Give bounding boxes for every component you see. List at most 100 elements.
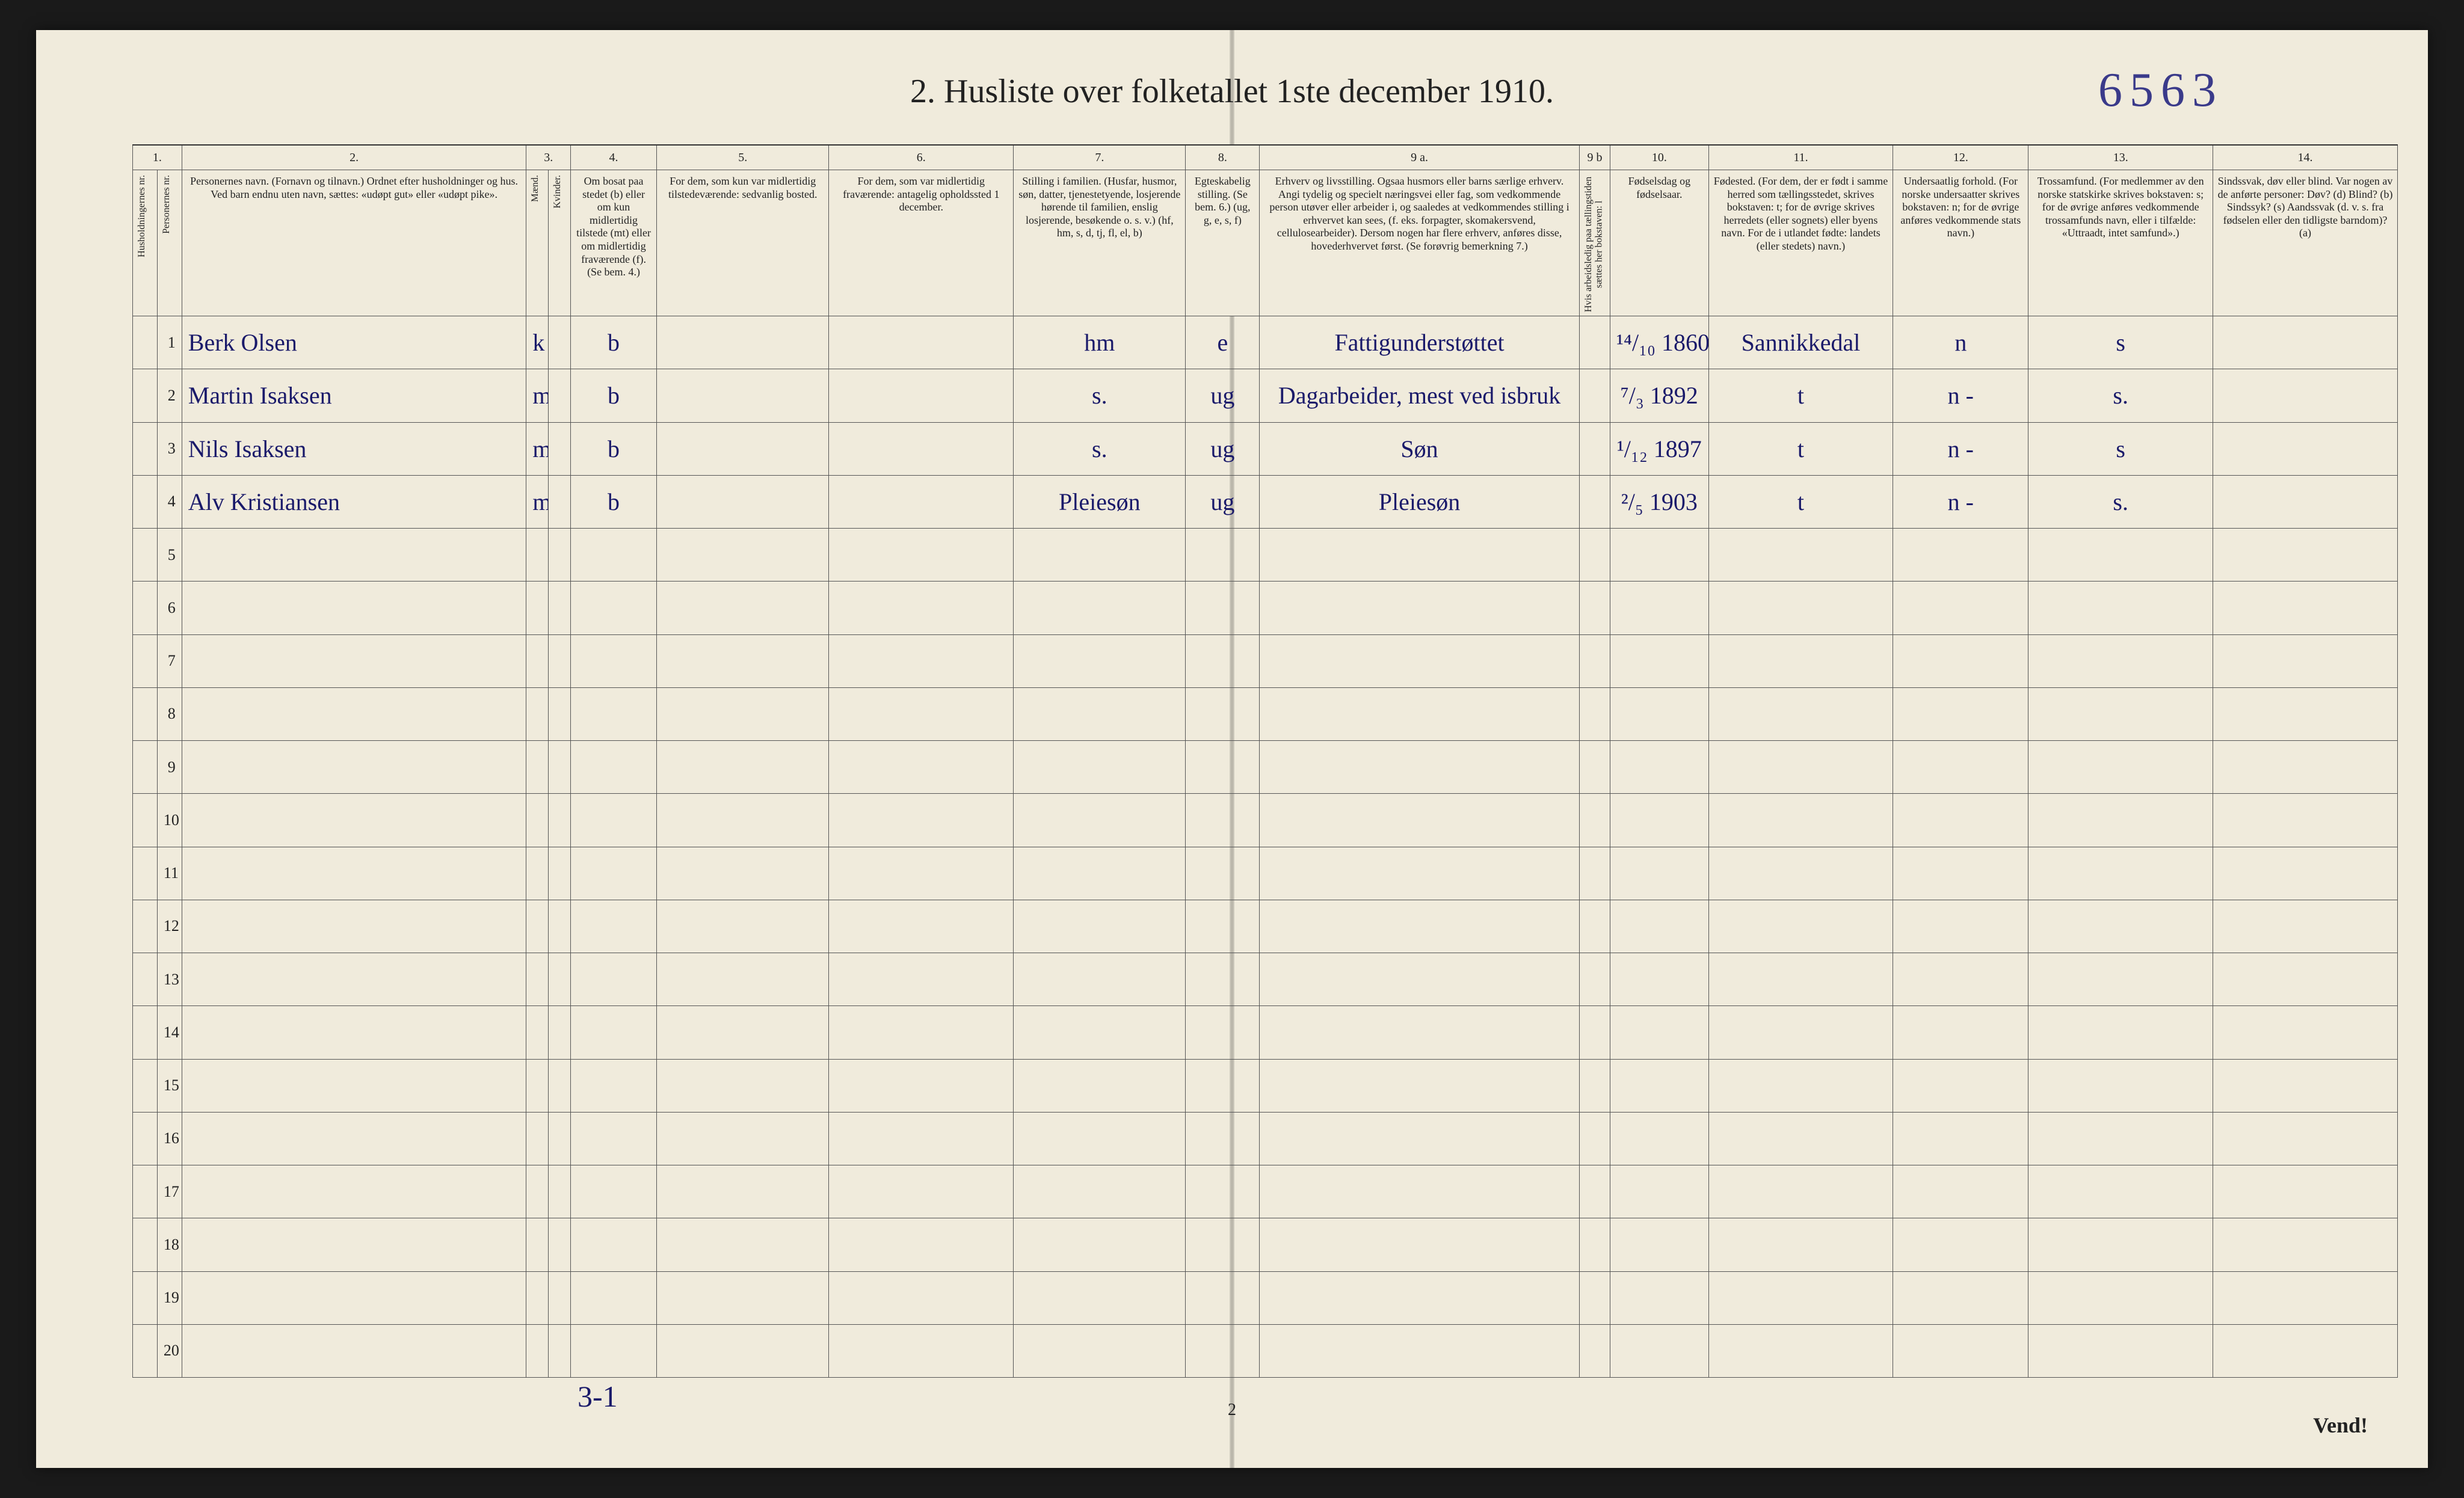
egte-cell: e: [1186, 316, 1260, 369]
header-kvinder: Kvinder.: [549, 170, 571, 316]
empty-cell: [1186, 634, 1260, 687]
empty-cell: [182, 1059, 526, 1112]
empty-cell: [1014, 582, 1186, 634]
empty-cell: [1260, 1218, 1580, 1271]
empty-cell: [549, 900, 571, 953]
tros-cell: s: [2028, 422, 2213, 475]
fsted-cell: Sannikkedal: [1708, 316, 1893, 369]
empty-cell: [570, 1165, 656, 1218]
empty-cell: [1610, 1059, 1709, 1112]
header-bosat: Om bosat paa stedet (b) eller om kun mid…: [570, 170, 656, 316]
table-row: 2Martin Isaksenmbs.ugDagarbeider, mest v…: [133, 369, 2398, 422]
empty-cell: [1708, 1059, 1893, 1112]
empty-cell: [2028, 1165, 2213, 1218]
colnum-6: 6.: [829, 145, 1014, 170]
empty-cell: [1708, 847, 1893, 900]
empty-cell: [1014, 529, 1186, 582]
empty-cell: [1708, 1112, 1893, 1165]
empty-cell: [182, 1165, 526, 1218]
empty-cell: [1014, 687, 1186, 740]
empty-cell: [182, 687, 526, 740]
empty-cell: [1610, 1165, 1709, 1218]
table-row: 8: [133, 687, 2398, 740]
empty-cell: [1260, 529, 1580, 582]
table-row: 18: [133, 1218, 2398, 1271]
empty-cell: [1610, 741, 1709, 794]
arbeidsledig-cell: [1579, 369, 1610, 422]
header-egte: Egteskabelig stilling. (Se bem. 6.) (ug,…: [1186, 170, 1260, 316]
table-row: 12: [133, 900, 2398, 953]
empty-cell: [1708, 687, 1893, 740]
empty-cell: [549, 847, 571, 900]
page-title: 2. Husliste over folketallet 1ste decemb…: [36, 72, 2428, 111]
empty-cell: [1893, 900, 2028, 953]
colnum-8: 8.: [1186, 145, 1260, 170]
empty-cell: [1893, 741, 2028, 794]
sedvanlig-cell: [657, 422, 829, 475]
empty-cell: [657, 1324, 829, 1377]
empty-cell: [1579, 794, 1610, 847]
table-row: 11: [133, 847, 2398, 900]
empty-cell: [526, 687, 549, 740]
hushold-cell: [133, 1006, 158, 1059]
rownum-cell: 11: [157, 847, 182, 900]
rownum-cell: 2: [157, 369, 182, 422]
rownum-cell: 6: [157, 582, 182, 634]
sinds-cell: [2213, 422, 2398, 475]
empty-cell: [829, 847, 1014, 900]
empty-cell: [1579, 1218, 1610, 1271]
empty-cell: [2213, 1165, 2398, 1218]
empty-cell: [1579, 1059, 1610, 1112]
empty-cell: [657, 529, 829, 582]
hushold-cell: [133, 316, 158, 369]
empty-cell: [1610, 1006, 1709, 1059]
empty-cell: [1708, 741, 1893, 794]
colnum-12: 12.: [1893, 145, 2028, 170]
kvinder-cell: [549, 475, 571, 528]
header-sedvanlig: For dem, som kun var midlertidig tilsted…: [657, 170, 829, 316]
empty-cell: [1014, 794, 1186, 847]
header-trossamfund: Trossamfund. (For medlemmer av den norsk…: [2028, 170, 2213, 316]
empty-cell: [2028, 1059, 2213, 1112]
empty-cell: [2213, 1218, 2398, 1271]
empty-cell: [1186, 582, 1260, 634]
empty-cell: [1186, 900, 1260, 953]
table-row: 9: [133, 741, 2398, 794]
empty-cell: [2213, 953, 2398, 1006]
empty-cell: [526, 1324, 549, 1377]
empty-cell: [2213, 1112, 2398, 1165]
empty-cell: [182, 1112, 526, 1165]
empty-cell: [549, 1218, 571, 1271]
table-row: 3Nils Isaksenmbs.ugSøn¹/₁₂ 1897tn -s: [133, 422, 2398, 475]
empty-cell: [1579, 741, 1610, 794]
empty-cell: [1014, 1324, 1186, 1377]
empty-cell: [1893, 687, 2028, 740]
empty-cell: [829, 1112, 1014, 1165]
egte-cell: ug: [1186, 422, 1260, 475]
table-row: 7: [133, 634, 2398, 687]
empty-cell: [1260, 1112, 1580, 1165]
empty-cell: [2028, 1324, 2213, 1377]
under-cell: n: [1893, 316, 2028, 369]
empty-cell: [1260, 741, 1580, 794]
fsted-cell: t: [1708, 369, 1893, 422]
empty-cell: [570, 1324, 656, 1377]
empty-cell: [1610, 953, 1709, 1006]
maend-cell: m: [526, 369, 549, 422]
table-row: 19: [133, 1271, 2398, 1324]
header-maend: Mænd.: [526, 170, 549, 316]
table-row: 14: [133, 1006, 2398, 1059]
empty-cell: [526, 529, 549, 582]
empty-cell: [526, 794, 549, 847]
empty-cell: [526, 741, 549, 794]
empty-cell: [1014, 1165, 1186, 1218]
empty-cell: [1610, 1112, 1709, 1165]
empty-cell: [1610, 634, 1709, 687]
empty-cell: [657, 1006, 829, 1059]
empty-cell: [1186, 847, 1260, 900]
empty-cell: [1579, 1271, 1610, 1324]
empty-cell: [570, 529, 656, 582]
stilling-cell: s.: [1014, 369, 1186, 422]
empty-cell: [2213, 582, 2398, 634]
empty-cell: [182, 741, 526, 794]
